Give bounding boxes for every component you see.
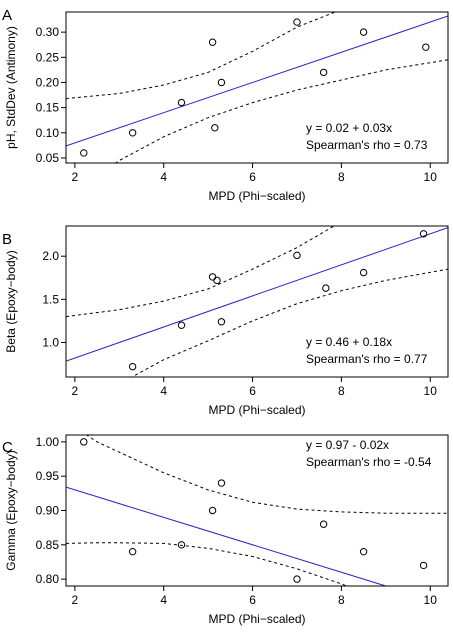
- regression-line: [66, 486, 388, 586]
- x-tick-label: 4: [160, 170, 167, 184]
- x-tick-label: 10: [424, 170, 438, 184]
- y-tick-label: 1.00: [36, 435, 60, 449]
- data-point: [419, 561, 428, 570]
- ci-lower-line: [114, 59, 448, 163]
- panel-label: C: [2, 439, 13, 456]
- data-point: [217, 318, 226, 326]
- data-point: [322, 284, 330, 292]
- data-point: [177, 321, 186, 329]
- x-tick-label: 2: [72, 593, 79, 607]
- ci-upper-line: [66, 12, 337, 100]
- regression-equation: y = 0.46 + 0.18x: [306, 335, 392, 349]
- data-point: [177, 541, 186, 549]
- ci-upper-line: [85, 435, 448, 514]
- x-tick-label: 8: [338, 593, 345, 607]
- regression-line: [66, 227, 448, 362]
- x-axis-label: MPD (Phi−scaled): [208, 403, 305, 417]
- x-axis-label: MPD (Phi−scaled): [208, 189, 305, 203]
- y-tick-label: 0.05: [36, 151, 60, 165]
- data-point: [319, 68, 328, 77]
- data-point: [211, 124, 219, 132]
- x-tick-label: 4: [160, 384, 167, 398]
- plot-frame: [65, 11, 449, 164]
- regression-equation: y = 0.97 - 0.02x: [306, 438, 389, 452]
- y-tick-label: 1.5: [42, 292, 59, 306]
- data-point: [359, 547, 368, 556]
- data-point: [293, 575, 301, 583]
- x-tick-label: 2: [72, 170, 79, 184]
- y-axis-label: pH, StdDev (Antimony): [4, 26, 18, 149]
- data-point: [217, 479, 226, 487]
- y-tick-label: 1.0: [42, 335, 59, 349]
- y-tick-label: 0.80: [36, 572, 60, 586]
- plot-frame: [65, 225, 449, 378]
- regression-equation: y = 0.02 + 0.03x: [306, 121, 392, 135]
- x-tick-label: 8: [338, 170, 345, 184]
- x-tick-label: 10: [424, 593, 438, 607]
- y-tick-label: 0.10: [36, 126, 60, 140]
- x-tick-label: 6: [249, 170, 256, 184]
- spearman-rho: Spearman's rho = 0.73: [306, 138, 428, 152]
- regression-line: [66, 15, 448, 147]
- panel-c: C 2 4 6 8 10 0.80 0.85 0.90 0.95 1.00 MPD (Phi−scal…: [2, 434, 449, 626]
- data-point: [128, 362, 137, 371]
- y-tick-label: 0.30: [36, 25, 60, 39]
- ci-lower-line: [130, 268, 448, 377]
- panel-label: B: [2, 231, 12, 248]
- panel-label: A: [2, 7, 12, 24]
- y-tick-label: 0.15: [36, 101, 60, 115]
- ci-lower-line: [66, 542, 348, 586]
- data-point: [422, 43, 430, 51]
- x-tick-label: 10: [424, 384, 438, 398]
- data-point: [128, 129, 137, 137]
- data-point: [208, 506, 217, 515]
- y-tick-label: 0.90: [36, 504, 60, 518]
- y-axis-label: Beta (Epoxy−body): [4, 250, 18, 352]
- data-point: [293, 18, 301, 26]
- y-tick-label: 2.0: [42, 249, 59, 263]
- y-tick-label: 0.20: [36, 75, 60, 89]
- y-tick-label: 0.85: [36, 538, 60, 552]
- data-point: [128, 547, 137, 556]
- data-point: [208, 38, 217, 46]
- data-point: [213, 276, 221, 285]
- ci-upper-line: [66, 226, 336, 318]
- x-tick-label: 2: [72, 384, 79, 398]
- data-point: [359, 28, 368, 36]
- x-tick-label: 8: [338, 384, 345, 398]
- data-point: [319, 520, 328, 528]
- y-tick-label: 0.95: [36, 469, 60, 483]
- y-tick-label: 0.25: [36, 50, 60, 64]
- y-axis-label: Gamma (Epoxy−body): [4, 450, 18, 570]
- data-point: [177, 98, 186, 107]
- panel-b: B 2 4 6 8 10 1.0 1.5 2.0 MPD (Phi−scaled) Beta (Ep…: [2, 225, 449, 417]
- x-tick-label: 4: [160, 593, 167, 607]
- panel-a: A 2 4 6 8 10 0.05 0.10 0.15 0.20 0.25 0.30 MPD (Phi−…: [2, 7, 449, 203]
- data-point: [80, 438, 88, 446]
- data-point: [359, 268, 368, 277]
- data-point: [217, 78, 226, 87]
- data-point: [419, 230, 428, 238]
- data-point: [80, 149, 88, 157]
- spearman-rho: Spearman's rho = 0.77: [306, 352, 428, 366]
- spearman-rho: Spearman's rho = -0.54: [306, 455, 432, 469]
- x-tick-label: 6: [249, 384, 256, 398]
- data-point: [208, 273, 217, 281]
- data-point: [293, 251, 301, 260]
- x-tick-label: 6: [249, 593, 256, 607]
- x-axis-label: MPD (Phi−scaled): [208, 612, 305, 626]
